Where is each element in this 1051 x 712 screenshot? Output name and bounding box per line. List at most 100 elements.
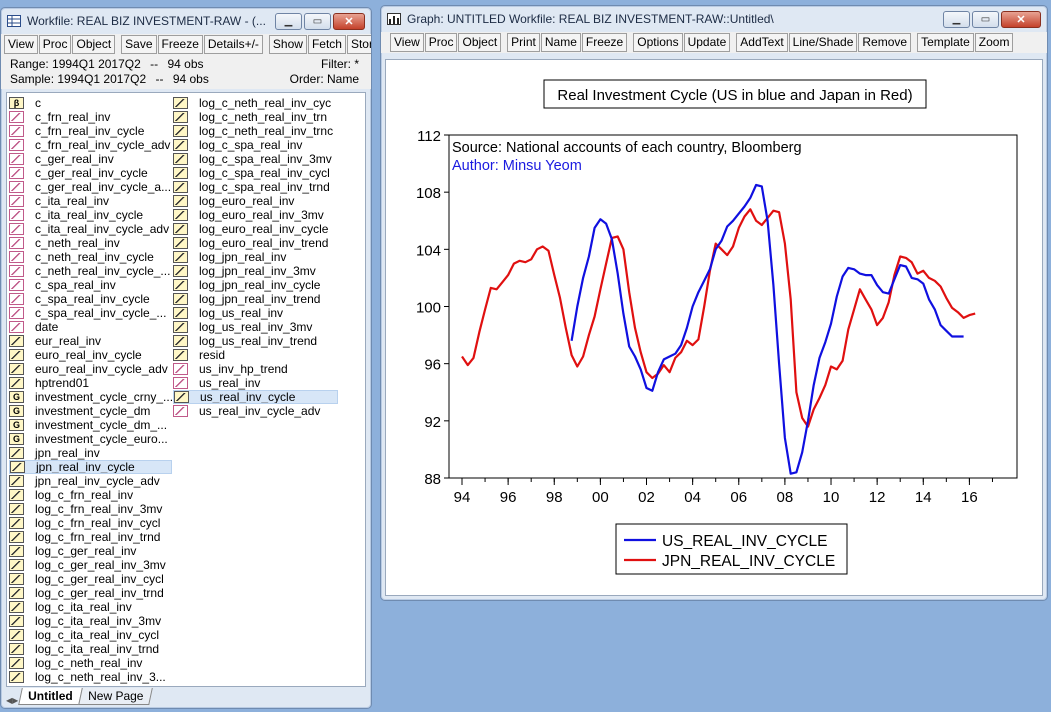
graph-zoom-button[interactable]: Zoom <box>974 33 1014 52</box>
sample-value[interactable]: 1994Q1 2017Q2 <box>57 72 147 86</box>
object-item[interactable]: log_c_ita_real_inv <box>9 600 172 614</box>
object-item[interactable]: c_frn_real_inv_cycle_adv <box>9 138 172 152</box>
graph-maximize-button[interactable]: ▭ <box>972 10 999 28</box>
object-item[interactable]: log_euro_real_inv <box>173 194 338 208</box>
object-item[interactable]: log_c_spa_real_inv_3mv <box>173 152 338 166</box>
tab-scroll-arrows[interactable]: ◀▶ <box>6 696 19 705</box>
graph-options-button[interactable]: Options <box>633 33 683 52</box>
object-item[interactable]: log_c_neth_real_inv_trn <box>173 110 338 124</box>
wf-show-button[interactable]: Show <box>268 35 307 54</box>
wf-details-button[interactable]: Details+/- <box>203 35 263 54</box>
object-item[interactable]: log_c_ger_real_inv_3mv <box>9 558 172 572</box>
graph-window[interactable]: Graph: UNTITLED Workfile: REAL BIZ INVES… <box>380 5 1048 601</box>
object-item[interactable]: log_us_real_inv_trend <box>173 334 338 348</box>
graph-proc-button[interactable]: Proc <box>424 33 458 52</box>
object-item[interactable]: us_inv_hp_trend <box>173 362 338 376</box>
object-item[interactable]: c_neth_real_inv_cycle_... <box>9 264 172 278</box>
object-item[interactable]: c_spa_real_inv_cycle_... <box>9 306 172 320</box>
object-item[interactable]: euro_real_inv_cycle_adv <box>9 362 172 376</box>
object-item[interactable]: c_spa_real_inv <box>9 278 172 292</box>
graph-addtext-button[interactable]: AddText <box>736 33 788 52</box>
object-item[interactable]: log_c_neth_real_inv <box>9 656 172 670</box>
object-item[interactable]: c_ger_real_inv <box>9 152 172 166</box>
wf-proc-button[interactable]: Proc <box>38 35 72 54</box>
object-item[interactable]: eur_real_inv <box>9 334 172 348</box>
graph-view-button[interactable]: View <box>390 33 424 52</box>
object-item[interactable]: log_jpn_real_inv_3mv <box>173 264 338 278</box>
object-item[interactable]: c_ita_real_inv_cycle_adv <box>9 222 172 236</box>
object-item[interactable]: log_c_ita_real_inv_trnd <box>9 642 172 656</box>
workfile-window[interactable]: Workfile: REAL BIZ INVESTMENT-RAW - (...… <box>0 7 372 709</box>
object-item[interactable]: log_c_frn_real_inv <box>9 488 172 502</box>
object-item[interactable]: log_c_spa_real_inv <box>173 138 338 152</box>
object-item[interactable]: resid <box>173 348 338 362</box>
object-item[interactable]: c_ger_real_inv_cycle_a... <box>9 180 172 194</box>
object-item[interactable]: c_ita_real_inv_cycle <box>9 208 172 222</box>
tab-new-page[interactable]: New Page <box>77 688 153 705</box>
object-item[interactable]: log_c_ita_real_inv_cycl <box>9 628 172 642</box>
object-item[interactable]: date <box>9 320 172 334</box>
object-item[interactable]: jpn_real_inv_cycle_adv <box>9 474 172 488</box>
maximize-button[interactable]: ▭ <box>304 12 331 30</box>
object-item[interactable]: log_c_neth_real_inv_cyc <box>173 96 338 110</box>
close-button[interactable]: ✕ <box>333 12 365 30</box>
graph-remove-button[interactable]: Remove <box>858 33 912 52</box>
wf-save-button[interactable]: Save <box>121 35 157 54</box>
graph-update-button[interactable]: Update <box>683 33 731 52</box>
minimize-button[interactable]: ▁ <box>275 12 302 30</box>
object-item[interactable]: c_frn_real_inv <box>9 110 172 124</box>
wf-store-button[interactable]: Store <box>346 35 371 54</box>
object-item[interactable]: c_frn_real_inv_cycle <box>9 124 172 138</box>
graph-canvas[interactable]: Real Investment Cycle (US in blue and Ja… <box>385 59 1043 596</box>
object-list[interactable]: β c c_frn_real_inv c_frn_real_inv_cycle c_fr… <box>6 92 366 687</box>
object-item[interactable]: us_real_inv <box>173 376 338 390</box>
object-item[interactable]: log_jpn_real_inv <box>173 250 338 264</box>
object-item[interactable]: jpn_real_inv <box>9 446 172 460</box>
object-item[interactable]: log_c_neth_real_inv_3... <box>9 670 172 684</box>
graph-titlebar[interactable]: Graph: UNTITLED Workfile: REAL BIZ INVES… <box>381 6 1047 32</box>
graph-freeze-button[interactable]: Freeze <box>581 33 628 52</box>
graph-line-shade-button[interactable]: Line/Shade <box>788 33 858 52</box>
graph-object-button[interactable]: Object <box>458 33 502 52</box>
tab-untitled[interactable]: Untitled <box>18 688 83 705</box>
object-item[interactable]: log_c_ger_real_inv_trnd <box>9 586 172 600</box>
object-item[interactable]: log_euro_real_inv_cycle <box>173 222 338 236</box>
object-item[interactable]: c_neth_real_inv <box>9 236 172 250</box>
object-item[interactable]: us_real_inv_cycle <box>173 390 338 404</box>
graph-minimize-button[interactable]: ▁ <box>943 10 970 28</box>
object-item[interactable]: log_c_neth_real_inv_trnc <box>173 124 338 138</box>
object-item[interactable]: jpn_real_inv_cycle <box>9 460 172 474</box>
order-label[interactable]: Order: Name <box>289 72 359 86</box>
object-item[interactable]: log_c_frn_real_inv_trnd <box>9 530 172 544</box>
graph-template-button[interactable]: Template <box>917 33 974 52</box>
graph-close-button[interactable]: ✕ <box>1001 10 1041 28</box>
object-item[interactable]: c_ita_real_inv <box>9 194 172 208</box>
object-item[interactable]: log_c_frn_real_inv_cycl <box>9 516 172 530</box>
graph-name-button[interactable]: Name <box>540 33 581 52</box>
object-item[interactable]: c_ger_real_inv_cycle <box>9 166 172 180</box>
object-item[interactable]: log_c_frn_real_inv_3mv <box>9 502 172 516</box>
object-item[interactable]: log_c_ita_real_inv_3mv <box>9 614 172 628</box>
object-item[interactable]: c_neth_real_inv_cycle <box>9 250 172 264</box>
object-item[interactable]: log_euro_real_inv_trend <box>173 236 338 250</box>
wf-fetch-button[interactable]: Fetch <box>307 35 346 54</box>
wf-view-button[interactable]: View <box>4 35 38 54</box>
object-item[interactable]: log_jpn_real_inv_cycle <box>173 278 338 292</box>
object-item[interactable]: log_jpn_real_inv_trend <box>173 292 338 306</box>
object-item[interactable]: log_c_spa_real_inv_cycl <box>173 166 338 180</box>
filter-label[interactable]: Filter: * <box>320 57 359 71</box>
object-item[interactable]: log_us_real_inv_3mv <box>173 320 338 334</box>
wf-object-button[interactable]: Object <box>72 35 116 54</box>
workfile-titlebar[interactable]: Workfile: REAL BIZ INVESTMENT-RAW - (...… <box>1 8 371 34</box>
object-item[interactable]: log_c_ger_real_inv <box>9 544 172 558</box>
object-item[interactable]: hptrend01 <box>9 376 172 390</box>
object-item[interactable]: euro_real_inv_cycle <box>9 348 172 362</box>
graph-print-button[interactable]: Print <box>507 33 540 52</box>
object-item[interactable]: log_euro_real_inv_3mv <box>173 208 338 222</box>
range-value[interactable]: 1994Q1 2017Q2 <box>52 57 141 71</box>
